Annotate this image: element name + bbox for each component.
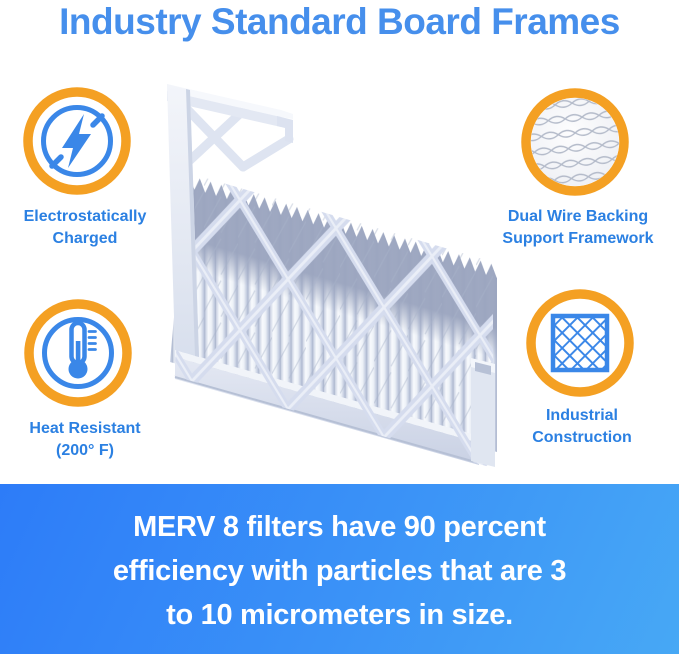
filter-top-rail	[167, 91, 281, 127]
feature-label-heat-resistant: Heat Resistant (200° F)	[0, 418, 170, 462]
feature-label-electrostatically-charged: Electrostatically Charged	[0, 206, 170, 250]
filter-lattice	[174, 174, 493, 468]
feature-label-line: Charged	[52, 230, 118, 247]
feature-label-line: Dual Wire Backing	[507, 208, 649, 225]
thermometer-icon	[24, 299, 132, 407]
feature-label-line: Industrial	[545, 407, 618, 424]
filter-top-rail-surface	[167, 84, 293, 119]
feature-label-line: (200° F)	[56, 442, 114, 459]
page-title: Industry Standard Board Frames	[59, 1, 620, 42]
banner-text-line: efficiency with particles that are 3	[112, 555, 567, 587]
filter-top-rail-hook	[277, 116, 293, 143]
feature-label-line: Electrostatically	[23, 208, 147, 225]
feature-label-line: Support Framework	[502, 230, 654, 247]
filter-end-cap	[471, 358, 495, 467]
filter-end-cap-notch	[475, 362, 491, 375]
feature-label-industrial-construction: Industrial Construction	[493, 405, 671, 449]
feature-label-dual-wire-backing: Dual Wire Backing Support Framework	[489, 206, 667, 250]
filter-left-frame-edge	[186, 89, 199, 357]
banner-text-line: MERV 8 filters have 90 percent	[133, 511, 546, 543]
merv-rating-banner: MERV 8 filters have 90 percent efficienc…	[0, 484, 679, 654]
feature-label-line: Heat Resistant	[29, 420, 141, 437]
diamond-lattice-icon	[526, 289, 634, 397]
feature-label-line: Construction	[532, 429, 632, 446]
wire-mesh-photo-icon	[521, 88, 629, 196]
lightning-circle-icon	[23, 87, 131, 195]
filter-corner-straps	[180, 102, 294, 172]
banner-text-line: to 10 micrometers in size.	[166, 599, 513, 631]
